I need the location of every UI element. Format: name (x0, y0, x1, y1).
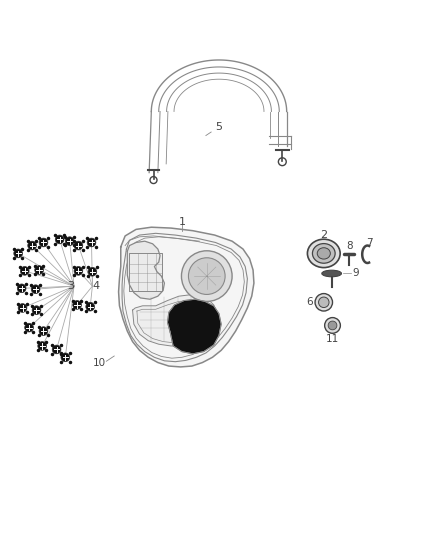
Text: 2: 2 (320, 230, 327, 240)
Text: 9: 9 (353, 269, 359, 278)
Circle shape (35, 265, 43, 274)
Text: 7: 7 (366, 238, 373, 248)
Circle shape (14, 249, 22, 258)
Text: 1: 1 (178, 217, 185, 227)
Text: 6: 6 (307, 297, 313, 308)
Ellipse shape (307, 239, 340, 268)
Text: 11: 11 (326, 334, 339, 344)
Circle shape (88, 268, 97, 276)
Circle shape (318, 297, 329, 308)
Text: 10: 10 (92, 358, 106, 368)
Circle shape (65, 237, 74, 246)
Text: 8: 8 (346, 240, 353, 251)
Ellipse shape (317, 248, 330, 259)
Text: 5: 5 (215, 122, 223, 132)
Circle shape (25, 323, 33, 332)
Text: 4: 4 (92, 281, 99, 291)
Circle shape (181, 251, 232, 302)
Circle shape (20, 266, 29, 275)
Circle shape (55, 235, 64, 244)
Circle shape (38, 342, 46, 350)
Circle shape (188, 258, 225, 294)
Polygon shape (119, 227, 254, 367)
Circle shape (39, 327, 48, 335)
Polygon shape (127, 241, 164, 299)
Circle shape (28, 241, 36, 250)
Circle shape (17, 284, 26, 293)
Polygon shape (133, 295, 217, 346)
Circle shape (328, 321, 337, 330)
Circle shape (52, 345, 61, 354)
Circle shape (87, 238, 96, 247)
Circle shape (315, 294, 332, 311)
Circle shape (74, 266, 83, 275)
Polygon shape (167, 299, 221, 354)
Ellipse shape (312, 244, 335, 263)
Circle shape (32, 306, 41, 314)
Circle shape (325, 318, 340, 333)
Circle shape (39, 238, 48, 247)
Polygon shape (130, 253, 162, 290)
Circle shape (18, 304, 27, 312)
Circle shape (61, 353, 70, 362)
Circle shape (86, 302, 95, 311)
Ellipse shape (322, 270, 342, 277)
Circle shape (74, 241, 83, 250)
Circle shape (73, 301, 81, 309)
Circle shape (31, 285, 40, 294)
Text: 3: 3 (67, 281, 74, 291)
